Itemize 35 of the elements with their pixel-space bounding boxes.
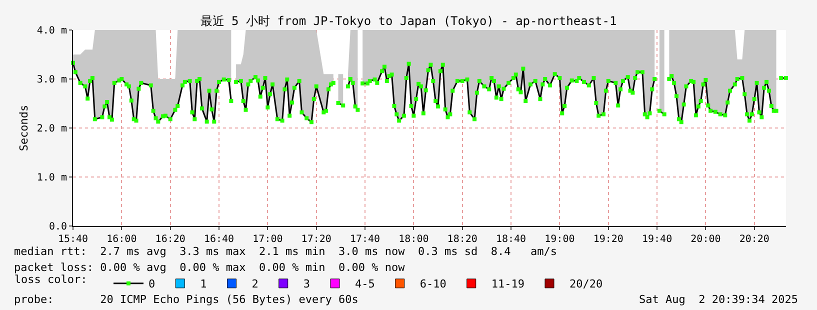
text: probe: 20 ICMP Echo Pings (56 Bytes) every 60s <box>14 293 358 306</box>
y-tick-label: 3.0 m <box>36 74 67 86</box>
x-tick-label: 18:40 <box>496 234 526 245</box>
x-tick-label: 16:00 <box>106 234 137 245</box>
x-tick-label: 17:40 <box>350 234 380 245</box>
legend-label: 1 <box>200 278 207 291</box>
legend-label: 11-19 <box>491 278 524 291</box>
legend-title: loss color: <box>14 273 100 286</box>
legend-label: 2 <box>252 278 258 291</box>
text: packet loss: 0.00 % avg 0.00 % max 0.00 % min 0.00 % now <box>14 261 406 274</box>
x-tick-label: 17:00 <box>252 234 283 245</box>
x-tick-label: 15:40 <box>58 234 88 245</box>
y-tick-label: 4.0 m <box>36 26 67 36</box>
legend-label: 0 <box>148 278 156 291</box>
legend-label: 4-5 <box>354 278 375 291</box>
x-tick-label: 17:20 <box>301 234 332 245</box>
y-tick-label: 0.0 <box>48 222 67 232</box>
x-tick-label: 19:00 <box>544 234 575 245</box>
x-tick-label: 16:20 <box>155 234 186 245</box>
text: Sat Aug 2 20:39:34 2025 <box>639 293 798 306</box>
legend-label: 6-10 <box>420 278 446 291</box>
text: median rtt: 2.7 ms avg 3.3 ms max 2.1 ms min 3.0 ms now 0.3 ms sd 8.4 am/s <box>14 245 558 258</box>
x-tick-label: 18:00 <box>398 234 429 245</box>
x-tick-label: 16:40 <box>204 234 234 245</box>
y-axis-title: Seconds <box>18 104 31 152</box>
legend-label: 20/20 <box>569 278 603 291</box>
chart-title: 最近 5 小时 from JP-Tokyo to Japan (Tokyo) - ap-northeast-1 <box>200 14 617 28</box>
x-tick-label: 19:40 <box>642 234 672 245</box>
y-tick-label: 1.0 m <box>36 172 67 184</box>
x-tick-label: 20:00 <box>690 234 721 245</box>
x-tick-label: 19:20 <box>593 234 624 245</box>
y-tick-label: 2.0 m <box>36 124 67 134</box>
x-tick-label: 18:20 <box>447 234 478 245</box>
legend-label: 3 <box>303 278 310 291</box>
x-tick-label: 20:20 <box>739 234 770 245</box>
